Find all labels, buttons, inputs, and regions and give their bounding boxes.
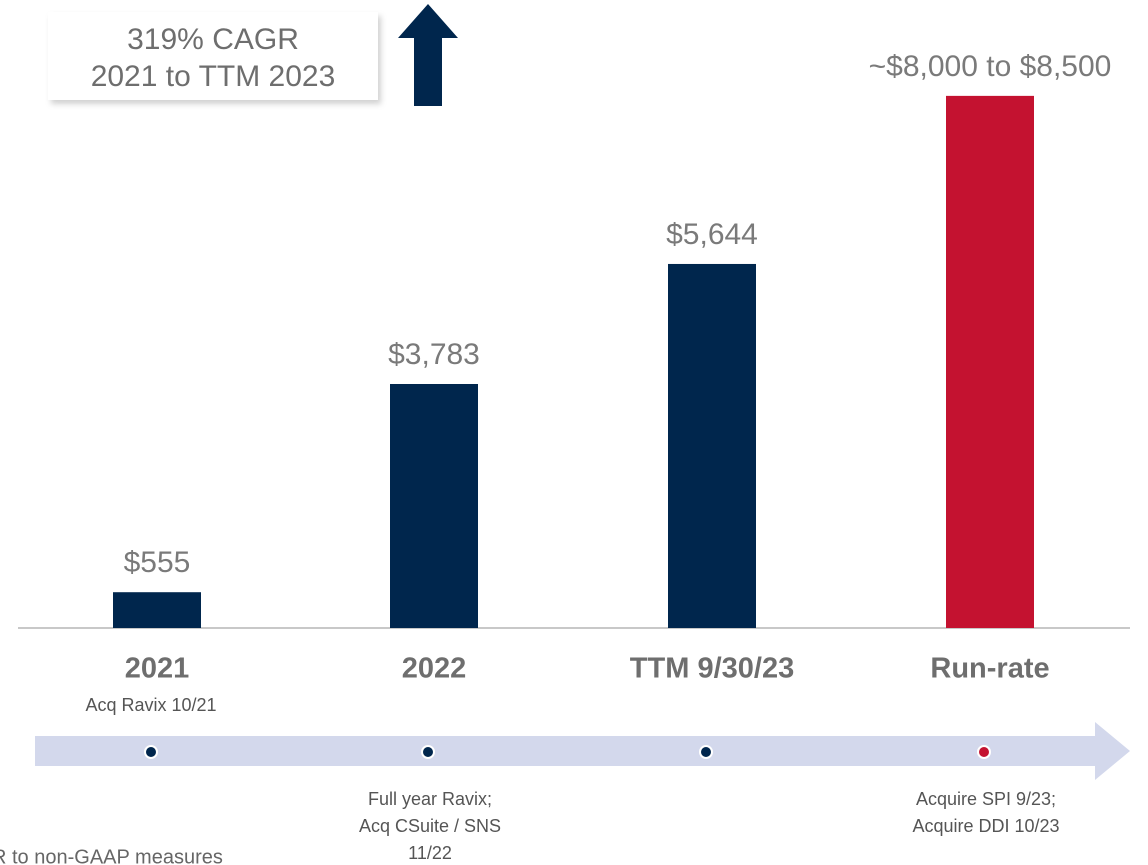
growth-arrow bbox=[398, 4, 458, 106]
timeline-dot bbox=[699, 745, 713, 759]
footnote: R to non-GAAP measures bbox=[0, 846, 223, 865]
timeline-note: Acq CSuite / SNS bbox=[359, 816, 501, 836]
annotation: 2021 to TTM 2023 bbox=[91, 60, 336, 93]
annotation-box bbox=[48, 12, 378, 100]
bar bbox=[946, 95, 1034, 628]
x-tick-label: 2021 bbox=[125, 653, 190, 685]
timeline-note: Acquire DDI 10/23 bbox=[912, 816, 1059, 836]
bar bbox=[668, 263, 756, 628]
x-tick-label: 2022 bbox=[402, 653, 467, 685]
timeline-note: Full year Ravix; bbox=[368, 789, 492, 809]
timeline-note: 11/22 bbox=[408, 843, 452, 863]
category-note: Acq Ravix 10/21 bbox=[85, 695, 216, 715]
value-label: $555 bbox=[124, 546, 191, 579]
value-label: $3,783 bbox=[388, 338, 480, 371]
timeline-dot bbox=[144, 745, 158, 759]
bar bbox=[390, 383, 478, 628]
x-tick-label: Run-rate bbox=[930, 653, 1049, 685]
bar bbox=[113, 592, 201, 628]
x-tick-label: TTM 9/30/23 bbox=[630, 653, 794, 685]
timeline-note: Acquire SPI 9/23; bbox=[916, 789, 1056, 809]
value-label: ~$8,000 to $8,500 bbox=[869, 50, 1112, 83]
timeline bbox=[35, 722, 1130, 780]
timeline-dot bbox=[421, 745, 435, 759]
timeline-dot bbox=[977, 745, 991, 759]
value-label: $5,644 bbox=[666, 218, 758, 251]
annotation: 319% CAGR bbox=[127, 23, 299, 56]
